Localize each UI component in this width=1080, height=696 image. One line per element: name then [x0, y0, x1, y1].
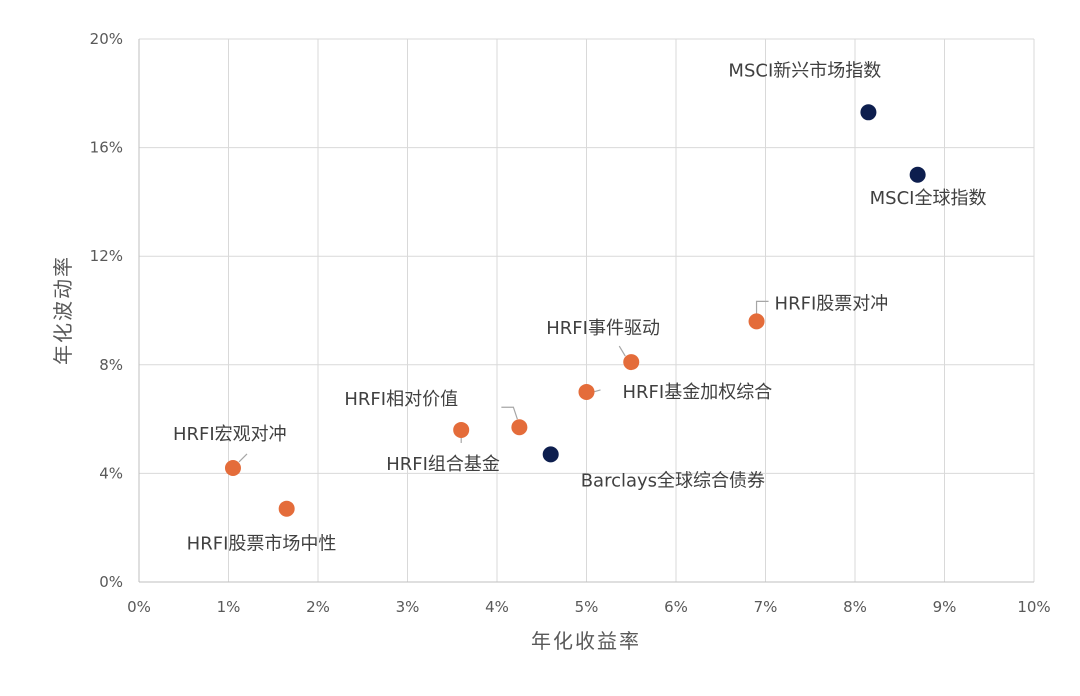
- y-axis-title: 年化波动率: [51, 255, 75, 365]
- data-point-label: MSCI新兴市场指数: [728, 60, 881, 81]
- x-axis-title: 年化收益率: [531, 629, 641, 653]
- y-tick-label: 16%: [90, 139, 123, 157]
- data-point: [623, 354, 640, 371]
- data-point: [578, 383, 595, 400]
- x-tick-label: 10%: [1017, 598, 1050, 616]
- data-point-label: HRFI事件驱动: [546, 318, 660, 339]
- label-leader-line: [238, 453, 248, 463]
- x-tick-label: 5%: [575, 598, 599, 616]
- axes: 0% 1% 2% 3% 4% 5% 6% 7% 8% 9% 10% 0% 4% 8% 12% 16% 20%: [90, 30, 1051, 616]
- data-point-label: HRFI宏观对冲: [173, 424, 287, 445]
- y-tick-label: 20%: [90, 30, 123, 48]
- data-point: [453, 421, 470, 438]
- y-tick-label: 12%: [90, 247, 123, 265]
- data-point-label: HRFI股票对冲: [775, 293, 889, 314]
- x-tick-label: 9%: [933, 598, 957, 616]
- data-point-label: HRFI组合基金: [386, 454, 500, 475]
- label-leader-line: [755, 300, 769, 315]
- data-point: [909, 166, 926, 183]
- data-point-label: HRFI基金加权综合: [623, 382, 773, 403]
- x-tick-label: 8%: [843, 598, 867, 616]
- data-point: [542, 446, 559, 463]
- label-leader-line: [618, 345, 626, 357]
- data-point: [224, 459, 241, 476]
- data-point-labels: MSCI新兴市场指数 MSCI全球指数 HRFI股票对冲 HRFI事件驱动 HRFI基金…: [173, 60, 987, 554]
- x-tick-label: 3%: [396, 598, 420, 616]
- y-tick-label: 8%: [99, 356, 123, 374]
- label-leader-line: [593, 389, 601, 393]
- data-point: [511, 419, 528, 436]
- y-tick-label: 4%: [99, 464, 123, 482]
- data-point-label: MSCI全球指数: [870, 188, 987, 209]
- x-tick-label: 0%: [127, 598, 151, 616]
- x-tick-label: 1%: [217, 598, 241, 616]
- data-points: [224, 104, 926, 517]
- data-point: [860, 104, 877, 121]
- label-leader-line: [501, 406, 518, 420]
- data-point-label: Barclays全球综合债券: [581, 470, 765, 491]
- x-tick-label: 7%: [754, 598, 778, 616]
- data-point-label: HRFI股票市场中性: [187, 534, 337, 555]
- x-tick-label: 2%: [306, 598, 330, 616]
- x-tick-label: 4%: [485, 598, 509, 616]
- data-point: [278, 500, 295, 517]
- data-point-label: HRFI相对价值: [344, 389, 458, 410]
- grid-lines: [139, 38, 1035, 582]
- x-tick-label: 6%: [664, 598, 688, 616]
- y-tick-label: 0%: [99, 573, 123, 591]
- data-point: [748, 313, 765, 330]
